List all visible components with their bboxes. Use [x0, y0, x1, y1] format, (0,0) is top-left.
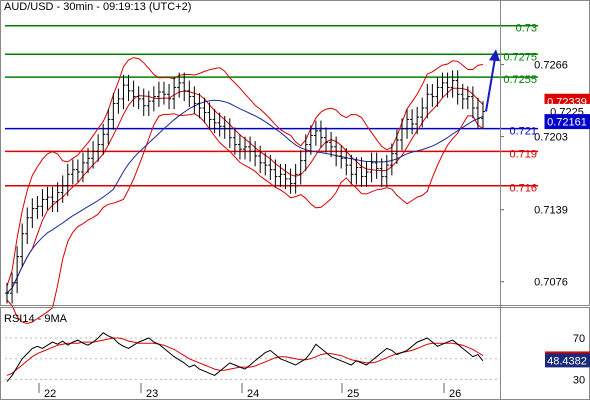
x-axis-tick-label: 24	[247, 388, 259, 400]
rsi-line	[6, 332, 484, 382]
x-axis-tick-label: 22	[44, 388, 56, 400]
price-panel: 0.7266 0.7203 0.7139 0.7076 0.73 0.7275 0.7255…	[0, 0, 590, 325]
rsi-tick-label: 70	[573, 333, 585, 345]
rsi-badge-label: 48.4382	[547, 355, 587, 367]
rsi-panel: RSI14 - 9MA703050.303948.4382	[0, 307, 590, 400]
rsi-tick-label: 30	[573, 375, 585, 387]
chart-title: AUD/USD - 30min - 09:19:13 (UTC+2)	[4, 1, 192, 13]
bollinger-upper	[6, 57, 484, 287]
level-label: 0.716	[509, 183, 537, 195]
price-panel-frame	[0, 0, 590, 306]
level-label: 0.7275	[503, 51, 537, 63]
x-axis-tick-label: 26	[449, 388, 461, 400]
forecast-arrow-head	[489, 49, 500, 62]
price-axis-tick-label: 0.7139	[534, 205, 568, 217]
rsi-title: RSI14 - 9MA	[4, 313, 68, 325]
price-badge-label: 0.72161	[547, 117, 587, 129]
x-axis-tick-label: 25	[347, 388, 359, 400]
level-label: 0.7255	[503, 74, 537, 86]
moving-average-blue	[6, 99, 484, 294]
price-axis-tick-label: 0.7203	[534, 132, 568, 144]
x-axis-tick-label: 23	[146, 388, 158, 400]
level-label: 0.719	[509, 148, 537, 160]
rsi-panel-frame	[0, 307, 590, 400]
level-label: 0.73	[516, 23, 537, 35]
bollinger-lower	[6, 113, 484, 325]
rsi-badge	[545, 353, 590, 368]
forecast-arrow-shaft	[485, 58, 496, 112]
rsi-ma-line	[6, 337, 484, 376]
price-axis-tick-label: 0.7076	[534, 277, 568, 289]
level-label: 0.721	[509, 126, 537, 138]
price-axis-tick-label: 0.7266	[534, 60, 568, 72]
price-badge	[544, 114, 590, 130]
